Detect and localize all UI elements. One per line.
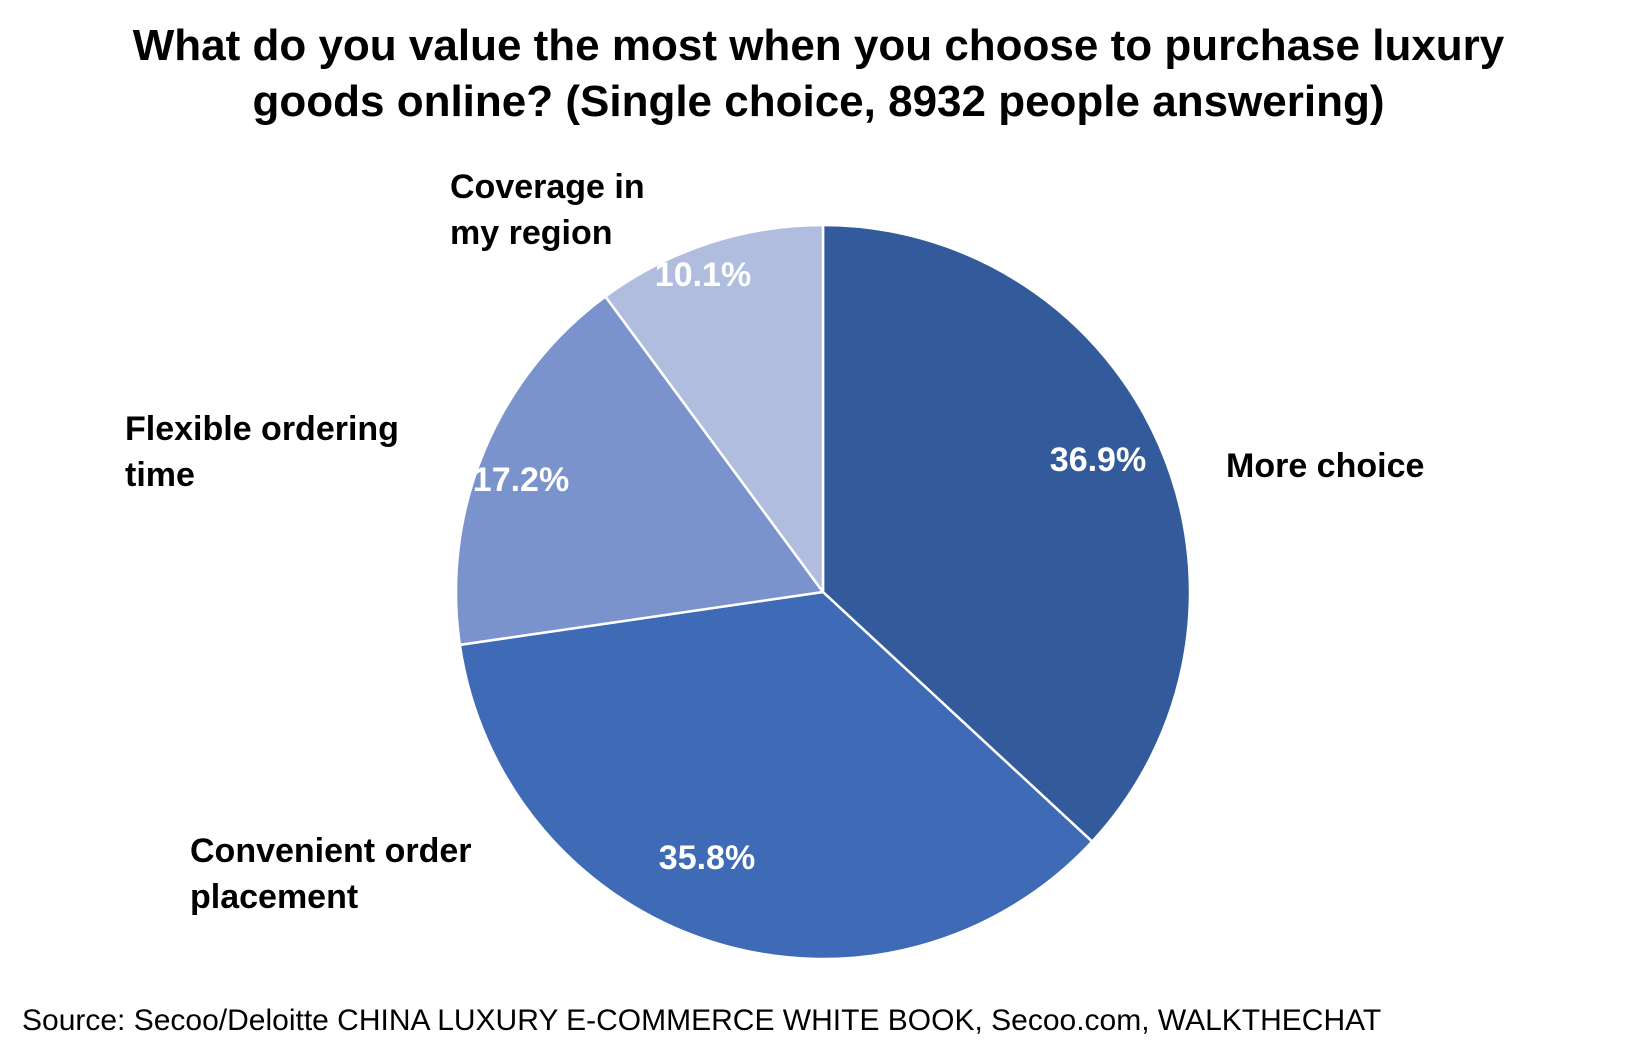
slice-category-label: time bbox=[125, 456, 195, 494]
slice-category-label: Flexible ordering bbox=[125, 410, 399, 448]
pie-slice bbox=[454, 295, 825, 647]
slice-value-label: 36.9% bbox=[1050, 441, 1146, 479]
slice-category-label: Coverage in bbox=[450, 168, 645, 206]
source-note: Source: Secoo/Deloitte CHINA LUXURY E-CO… bbox=[22, 1004, 1382, 1037]
pie-slice bbox=[458, 590, 1094, 961]
chart-title-line-2: goods online? (Single choice, 8932 peopl… bbox=[252, 77, 1385, 126]
chart-title: What do you value the most when you choo… bbox=[0, 18, 1637, 130]
slice-category-label: my region bbox=[450, 214, 612, 252]
slice-category-label: More choice bbox=[1226, 447, 1424, 485]
slice-category-label: Convenient order bbox=[190, 832, 471, 870]
slice-category-label: placement bbox=[190, 878, 358, 916]
slice-value-label: 17.2% bbox=[473, 461, 569, 499]
chart-title-line-1: What do you value the most when you choo… bbox=[132, 21, 1505, 70]
slice-value-label: 35.8% bbox=[659, 839, 755, 877]
slice-value-label: 10.1% bbox=[655, 256, 751, 294]
pie-slice bbox=[604, 223, 825, 594]
pie-slice bbox=[821, 223, 1192, 843]
